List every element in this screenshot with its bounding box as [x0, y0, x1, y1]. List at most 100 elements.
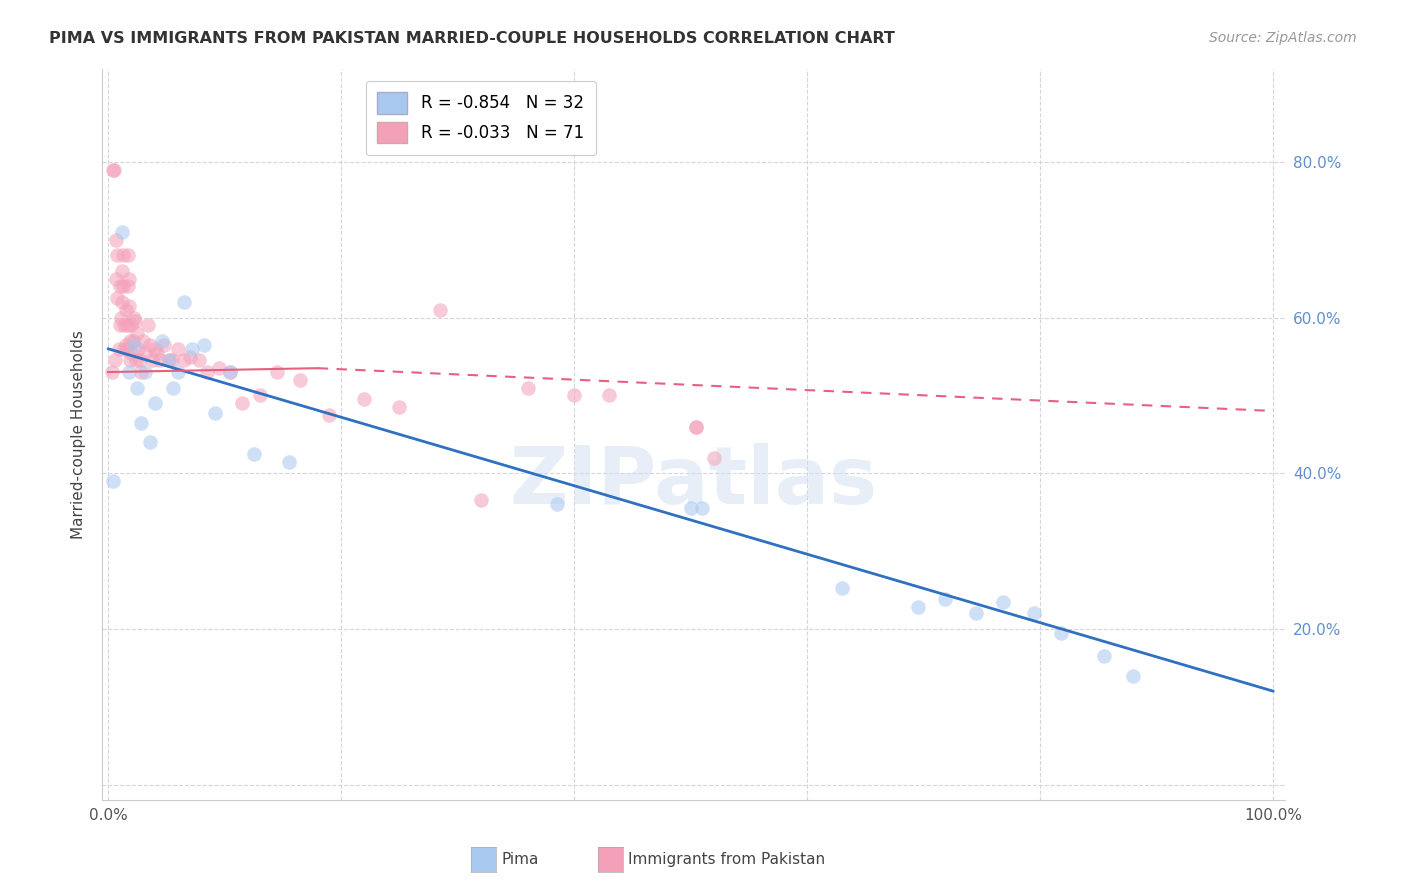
Point — [1024, 607, 1046, 621]
Point — [204, 405, 226, 419]
Point — [685, 419, 707, 434]
Point — [242, 447, 264, 461]
Point — [249, 388, 271, 402]
Point — [219, 365, 242, 379]
Point — [112, 248, 135, 262]
Point — [122, 310, 145, 325]
Point — [115, 318, 138, 333]
Point — [470, 493, 492, 508]
Point — [149, 353, 172, 368]
Point — [101, 162, 124, 177]
Point — [120, 345, 142, 359]
Point — [173, 295, 195, 310]
Point — [120, 318, 142, 333]
Point — [516, 381, 538, 395]
Point — [181, 342, 204, 356]
Point — [118, 271, 141, 285]
Point — [546, 497, 568, 511]
Point — [134, 345, 156, 359]
Point — [129, 365, 152, 379]
Point — [108, 318, 131, 333]
Point — [104, 353, 127, 368]
Point — [965, 607, 987, 621]
Point — [105, 233, 128, 247]
Point — [703, 450, 725, 465]
Text: Immigrants from Pakistan: Immigrants from Pakistan — [628, 853, 825, 867]
Point — [679, 501, 702, 516]
Point — [105, 248, 128, 262]
Point — [290, 373, 312, 387]
Point — [127, 342, 149, 356]
Point — [100, 365, 122, 379]
Point — [125, 353, 148, 368]
Point — [157, 353, 180, 368]
Point — [193, 338, 215, 352]
Point — [114, 338, 136, 352]
Point — [124, 314, 146, 328]
Point — [187, 353, 209, 368]
Point — [1092, 649, 1115, 664]
Legend: R = -0.854   N = 32, R = -0.033   N = 71: R = -0.854 N = 32, R = -0.033 N = 71 — [366, 80, 596, 155]
Point — [195, 365, 218, 379]
Point — [219, 365, 242, 379]
Point — [115, 342, 138, 356]
Point — [153, 338, 176, 352]
Point — [120, 334, 142, 348]
Point — [173, 353, 195, 368]
Point — [114, 302, 136, 317]
Point — [141, 353, 163, 368]
Point — [266, 365, 288, 379]
Point — [107, 342, 129, 356]
Point — [150, 334, 173, 348]
Point — [429, 302, 451, 317]
Point — [831, 581, 853, 595]
Point — [122, 338, 145, 352]
Point — [685, 419, 707, 434]
Point — [167, 342, 190, 356]
Point — [353, 392, 375, 407]
Text: PIMA VS IMMIGRANTS FROM PAKISTAN MARRIED-COUPLE HOUSEHOLDS CORRELATION CHART: PIMA VS IMMIGRANTS FROM PAKISTAN MARRIED… — [49, 31, 896, 46]
Point — [692, 501, 714, 516]
Point — [128, 353, 150, 368]
Point — [111, 295, 134, 310]
Text: Source: ZipAtlas.com: Source: ZipAtlas.com — [1209, 31, 1357, 45]
Point — [162, 381, 184, 395]
Point — [167, 365, 190, 379]
Point — [101, 474, 124, 488]
Point — [208, 361, 231, 376]
Point — [160, 353, 183, 368]
Point — [907, 600, 929, 615]
Point — [1122, 668, 1144, 682]
Point — [110, 310, 132, 325]
Y-axis label: Married-couple Households: Married-couple Households — [72, 330, 86, 539]
Point — [388, 400, 411, 414]
Point — [134, 365, 156, 379]
Point — [318, 408, 340, 422]
Text: Pima: Pima — [502, 853, 540, 867]
Point — [129, 416, 152, 430]
Point — [118, 299, 141, 313]
Text: ZIPatlas: ZIPatlas — [509, 443, 877, 521]
Point — [117, 279, 139, 293]
Point — [105, 291, 128, 305]
Point — [112, 279, 135, 293]
Point — [132, 334, 155, 348]
Point — [105, 271, 128, 285]
Point — [111, 264, 134, 278]
Point — [139, 338, 162, 352]
Point — [143, 342, 166, 356]
Point — [598, 388, 620, 402]
Point — [231, 396, 253, 410]
Point — [277, 454, 299, 468]
Point — [179, 350, 201, 364]
Point — [103, 162, 125, 177]
Point — [146, 345, 169, 359]
Point — [117, 248, 139, 262]
Point — [127, 381, 149, 395]
Point — [1050, 625, 1073, 640]
Point — [112, 342, 135, 356]
Point — [934, 592, 956, 607]
Point — [139, 435, 162, 450]
Point — [562, 388, 585, 402]
Point — [118, 365, 141, 379]
